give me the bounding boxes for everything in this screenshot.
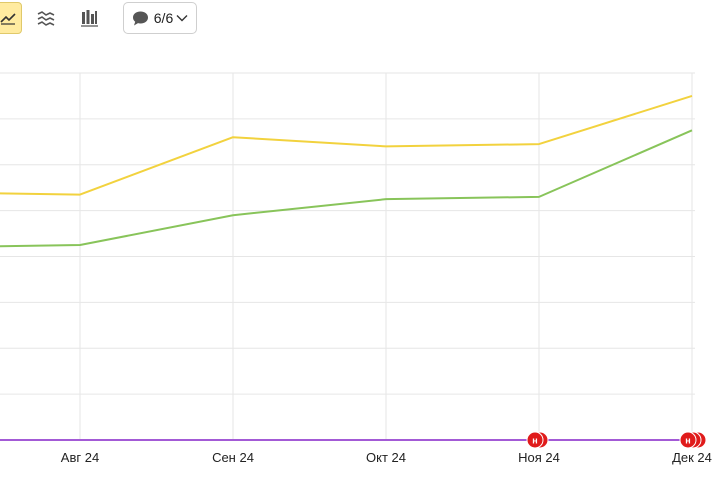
annotation-marker-label: н — [532, 436, 537, 446]
speech-bubble-icon — [132, 11, 148, 25]
x-tick-label: Сен 24 — [212, 450, 254, 465]
series-line-1[interactable] — [0, 94, 693, 196]
annotations-count: 6/6 — [153, 10, 174, 26]
chart-series — [0, 94, 693, 441]
chart-grid — [0, 72, 695, 441]
x-tick-label: Авг 24 — [61, 450, 99, 465]
line-chart-icon — [0, 13, 16, 25]
annotation-marker[interactable]: н — [679, 431, 707, 449]
stacked-area-icon — [37, 11, 55, 26]
annotation-marker-circle — [526, 431, 544, 449]
series-line-2[interactable] — [0, 129, 693, 248]
annotation-marker-label: н — [685, 436, 690, 446]
line-chart-button[interactable] — [0, 2, 22, 34]
x-axis-ticks: Авг 24 Сен 24 Окт 24 Ноя 24 Дек 24 — [61, 450, 712, 465]
stacked-bar-icon — [81, 10, 98, 27]
stacked-bar-chart-button[interactable] — [77, 2, 101, 34]
x-tick-label: Дек 24 — [672, 450, 712, 465]
annotation-marker[interactable]: н — [526, 431, 549, 449]
chevron-down-icon — [176, 15, 188, 22]
x-tick-label: Окт 24 — [366, 450, 406, 465]
annotation-marker-circle — [679, 431, 697, 449]
chart-toolbar: 6/6 — [0, 0, 720, 40]
annotations-dropdown[interactable]: 6/6 — [123, 2, 197, 34]
stacked-area-chart-button[interactable] — [34, 2, 58, 34]
x-tick-label: Ноя 24 — [518, 450, 560, 465]
